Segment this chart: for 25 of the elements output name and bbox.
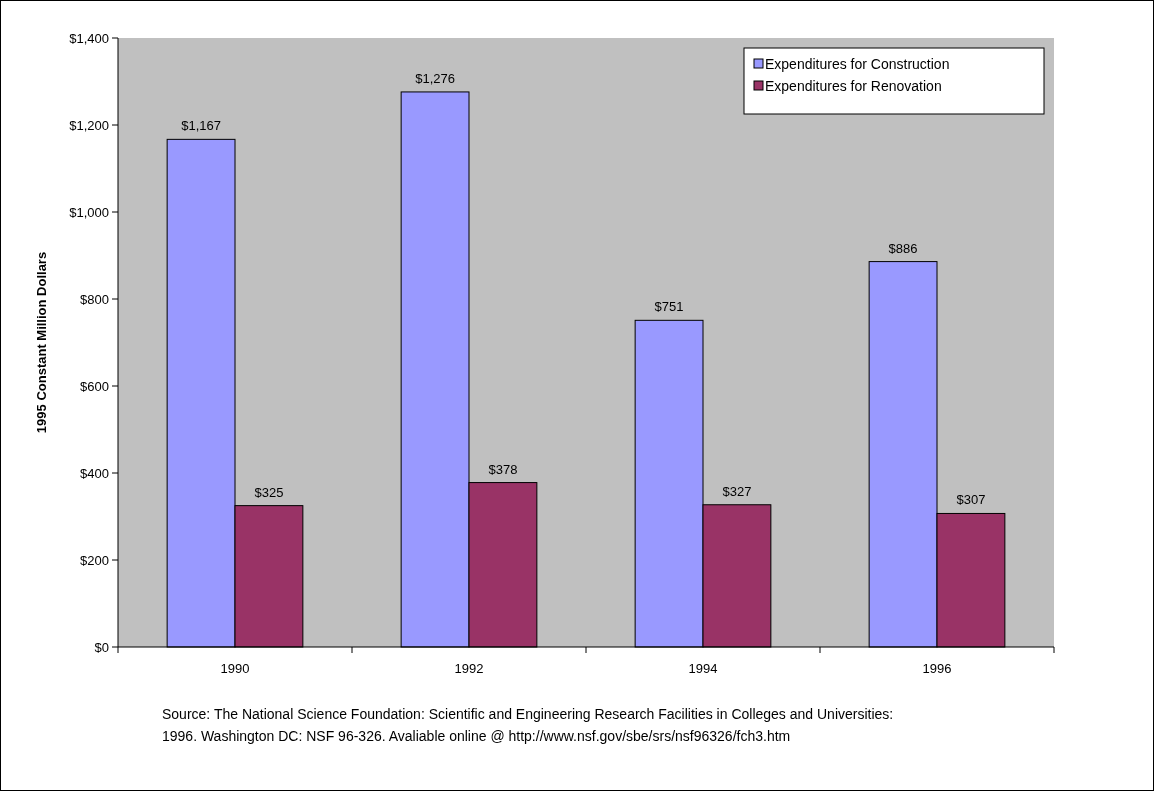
data-label: $307 — [956, 492, 986, 508]
y-tick-label: $200 — [80, 552, 109, 568]
x-tick-label: 1992 — [454, 661, 484, 676]
data-label: $327 — [722, 483, 752, 499]
data-label: $751 — [654, 299, 684, 315]
y-tick-label: $1,200 — [69, 117, 109, 133]
y-tick-label: $1,000 — [69, 204, 109, 220]
y-tick-label: $400 — [80, 465, 109, 481]
data-label: $378 — [488, 461, 518, 477]
x-tick-label: 1996 — [922, 661, 952, 676]
y-tick-label: $800 — [80, 291, 109, 307]
text: 1996. Washington DC: NSF 96-326. Avaliable online @ http://www.nsf.gov/sbe/srs/nsf96326/fch3.htm — [162, 728, 791, 744]
y-axis-title: 1995 Constant Million Dollars — [34, 251, 49, 434]
legend-label: Expenditures for Renovation — [765, 77, 942, 94]
x-tick-label: 1990 — [220, 661, 250, 676]
source-note: Source: The National Science Foundation: Scientific and Engineering Research Facilities in Colleges and Universities: — [162, 706, 894, 722]
legend-label: Expenditures for Construction — [765, 55, 950, 72]
data-label: $886 — [888, 240, 918, 256]
data-label: $1,276 — [415, 70, 455, 86]
x-tick-label: 1994 — [688, 661, 718, 676]
data-label: $1,167 — [181, 118, 221, 134]
y-tick-label: $1,400 — [69, 30, 109, 46]
y-tick-label: $0 — [94, 639, 109, 655]
data-label: $325 — [254, 484, 284, 500]
y-tick-label: $600 — [80, 378, 109, 394]
